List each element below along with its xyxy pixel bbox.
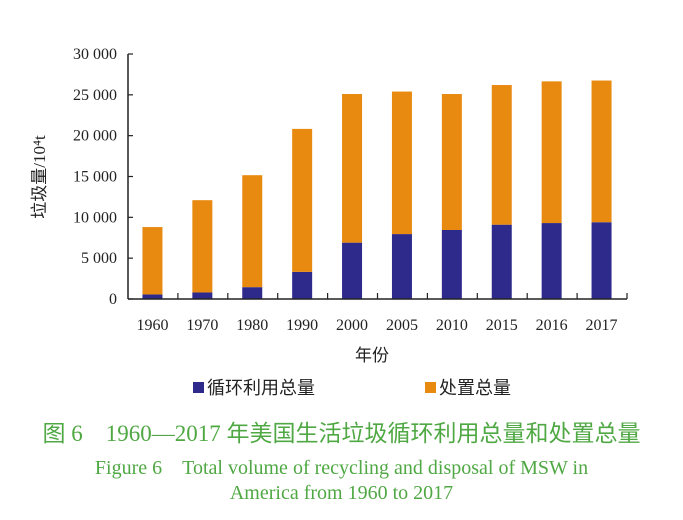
caption-en-line2: America from 1960 to 2017 [229,482,454,504]
caption-zh: 图 6 1960—2017 年美国生活垃圾循环利用总量和处置总量 [42,421,641,446]
bar-recycling-1970 [192,292,213,299]
x-tick-label-2000: 2000 [336,317,368,334]
bar-recycling-2015 [491,224,512,299]
bar-disposal-2016 [541,81,562,224]
bar-recycling-1960 [142,294,163,299]
bar-disposal-1970 [192,200,213,293]
y-tick-label: 15 000 [73,169,117,186]
legend-swatch-recycling [193,381,204,393]
legend-item-disposal: 处置总量 [425,374,511,400]
bar-recycling-2005 [391,234,412,299]
bar-recycling-2010 [441,229,462,299]
legend-swatch-disposal [425,381,436,393]
bar-recycling-2017 [591,222,612,299]
legend-item-recycling: 循环利用总量 [193,374,315,400]
legend-label-recycling: 循环利用总量 [207,378,315,398]
y-tick-label: 30 000 [73,46,117,63]
y-tick-label: 10 000 [73,209,117,226]
bar-recycling-1990 [292,271,313,299]
bar-disposal-1990 [292,128,313,272]
bar-disposal-2005 [391,91,412,235]
x-tick-label-2017: 2017 [586,317,618,334]
x-tick-label-2015: 2015 [486,317,518,334]
bar-recycling-2000 [342,242,363,299]
bar-disposal-1960 [142,227,163,295]
y-tick-label: 20 000 [73,128,117,145]
caption-en-line1: Figure 6 Total volume of recycling and d… [94,457,589,479]
y-tick-label: 5 000 [81,250,117,267]
bar-recycling-1980 [242,287,263,299]
y-axis-label: 垃圾量/10⁴t [30,135,49,219]
legend-label-disposal: 处置总量 [439,378,511,398]
bar-disposal-2015 [491,85,512,225]
stacked-bar-chart: 1960 1970 1980 1990 2000 2005 2010 2015 2016 2017… [30,46,628,365]
x-tick-label-1970: 1970 [186,317,218,334]
y-tick-label: 25 000 [73,87,117,104]
y-tick-label: 0 [109,291,117,308]
x-tick-label-1990: 1990 [286,317,318,334]
bar-recycling-2016 [541,223,562,299]
x-tick-label-2016: 2016 [536,317,568,334]
bar-disposal-2000 [342,94,363,243]
x-tick-label-2005: 2005 [386,317,418,334]
bar-disposal-1980 [242,175,263,288]
bar-disposal-2010 [441,94,462,230]
x-axis-label: 年份 [355,346,389,365]
x-tick-label-2010: 2010 [436,317,468,334]
x-tick-label-1960: 1960 [136,317,168,334]
bar-disposal-2017 [591,80,612,223]
x-tick-label-1980: 1980 [236,317,268,334]
